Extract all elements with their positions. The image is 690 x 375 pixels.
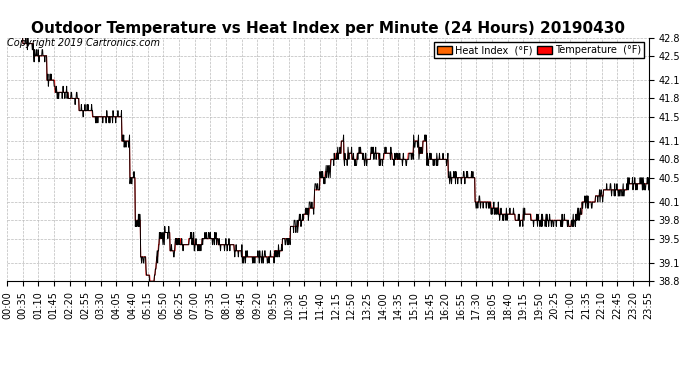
Text: Copyright 2019 Cartronics.com: Copyright 2019 Cartronics.com [7, 38, 160, 48]
Title: Outdoor Temperature vs Heat Index per Minute (24 Hours) 20190430: Outdoor Temperature vs Heat Index per Mi… [31, 21, 624, 36]
Legend: Heat Index  (°F), Temperature  (°F): Heat Index (°F), Temperature (°F) [435, 42, 644, 58]
